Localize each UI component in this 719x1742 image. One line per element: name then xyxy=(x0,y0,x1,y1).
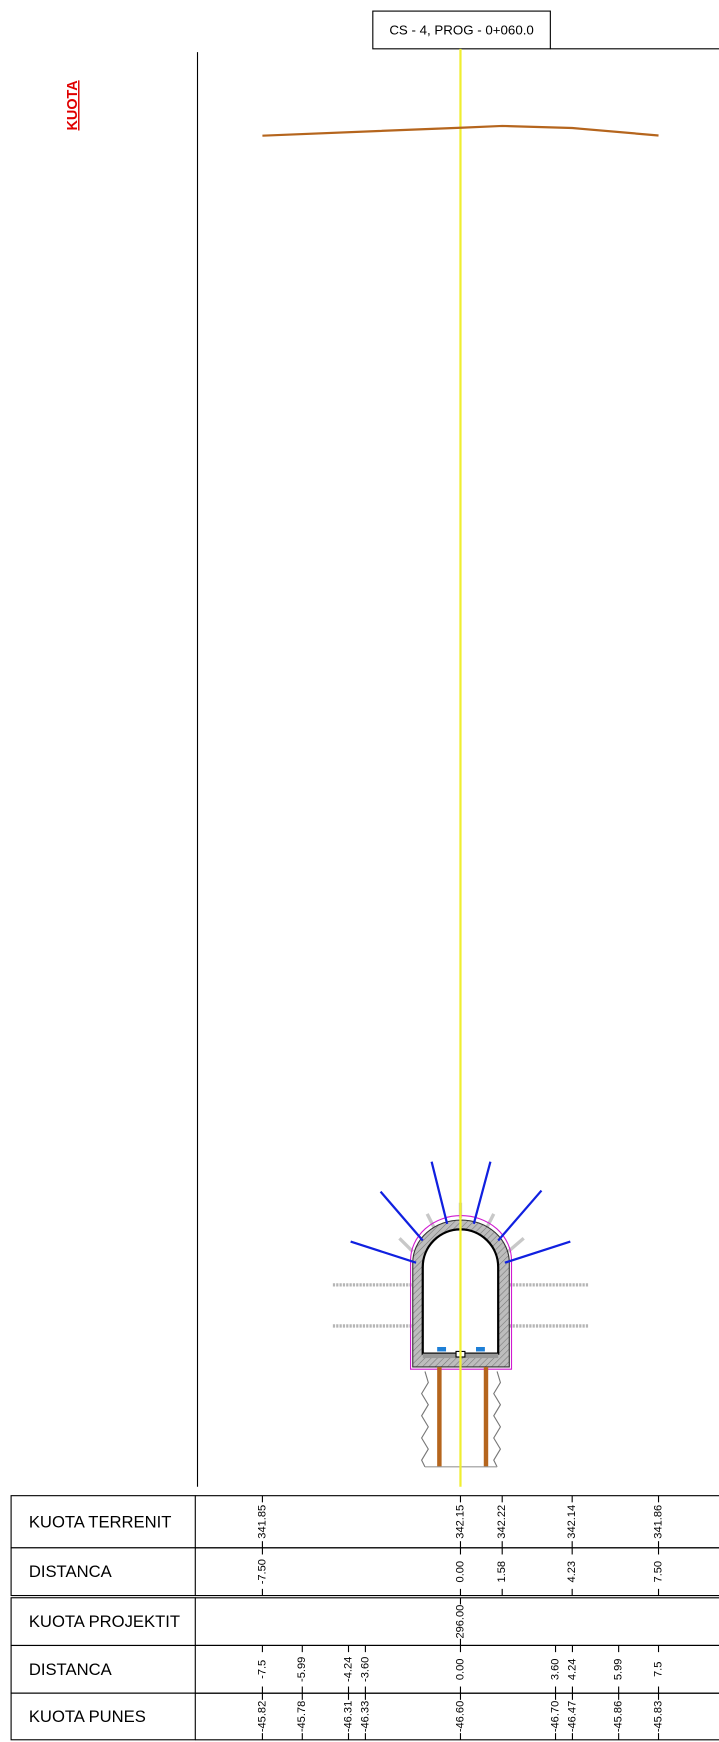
row-label-box xyxy=(10,1495,196,1549)
axis-label: KUOTA xyxy=(65,80,81,131)
cell-value: 4.23 xyxy=(566,1561,578,1583)
cell-value: -46.70 xyxy=(549,1701,561,1732)
cable-duct xyxy=(476,1346,485,1352)
cell-value: 341.85 xyxy=(256,1505,268,1539)
cell-value: 342.15 xyxy=(454,1505,466,1539)
cell-value: -7.50 xyxy=(256,1559,268,1584)
cell-value: -4.24 xyxy=(342,1657,354,1682)
row-label: KUOTA PROJEKTIT xyxy=(29,1612,180,1631)
cell-value: 296.00 xyxy=(454,1605,466,1639)
cell-value: -45.83 xyxy=(652,1701,664,1732)
cell-value: -46.60 xyxy=(454,1701,466,1732)
cell-value: 341.86 xyxy=(652,1505,664,1539)
rock-bolts xyxy=(350,1161,571,1264)
cell-value: -3.60 xyxy=(359,1657,371,1682)
row-label: DISTANCA xyxy=(29,1562,113,1581)
row-label-box xyxy=(10,1547,196,1597)
cell-value: -46.31 xyxy=(342,1701,354,1732)
terrain-line xyxy=(262,124,659,137)
cell-value: 7.50 xyxy=(652,1561,664,1583)
cell-value: -45.86 xyxy=(613,1701,625,1732)
row-label: KUOTA PUNES xyxy=(29,1707,146,1726)
row-label: DISTANCA xyxy=(29,1660,113,1679)
cell-value: -46.47 xyxy=(566,1701,578,1732)
cell-value: -46.33 xyxy=(359,1701,371,1732)
row-label: KUOTA TERRENIT xyxy=(29,1512,172,1531)
title: CS - 4, PROG - 0+060.0 xyxy=(389,23,533,38)
cell-value: 4.24 xyxy=(566,1659,578,1681)
cell-value: 1.58 xyxy=(496,1561,508,1583)
cell-value: -45.78 xyxy=(296,1701,308,1732)
row-label-box xyxy=(10,1644,196,1694)
cell-value: -7.5 xyxy=(256,1660,268,1679)
cell-value: 342.22 xyxy=(496,1505,508,1539)
pile xyxy=(437,1366,442,1467)
row-label-box xyxy=(10,1692,196,1741)
row-label-box xyxy=(10,1597,196,1647)
marks xyxy=(262,124,659,137)
pile xyxy=(483,1366,489,1467)
title-box xyxy=(372,10,551,50)
cell-value: 0.00 xyxy=(454,1659,466,1681)
cell-value: 5.99 xyxy=(613,1659,625,1681)
cell-value: 0.00 xyxy=(454,1561,466,1583)
data-table: KUOTA TERRENIT 341.85 342.15 342.22 342.14 34… xyxy=(10,1495,719,1741)
micropile xyxy=(420,1371,429,1468)
cell-value: -5.99 xyxy=(296,1657,308,1682)
cell-value: 3.60 xyxy=(549,1659,561,1681)
cable-duct xyxy=(437,1346,447,1352)
micropile xyxy=(493,1371,502,1468)
cell-value: -45.82 xyxy=(256,1701,268,1732)
cell-value: 7.5 xyxy=(652,1662,664,1677)
cell-value: 342.14 xyxy=(566,1505,578,1539)
excavation-line xyxy=(409,1215,513,1370)
